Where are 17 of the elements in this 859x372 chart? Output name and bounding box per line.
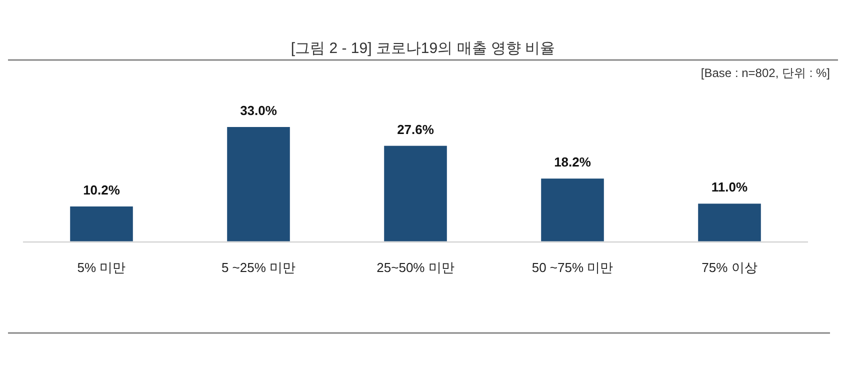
bar [384, 146, 447, 242]
x-tick-label: 75% 이상 [702, 260, 758, 275]
x-tick-label: 25~50% 미만 [376, 260, 454, 275]
x-tick-label: 5 ~25% 미만 [221, 260, 296, 275]
chart-title: [그림 2 - 19] 코로나19의 매출 영향 비율 [290, 40, 556, 57]
bar [227, 127, 290, 242]
chart-subtitle: [Base : n=802, 단위 : %] [700, 66, 830, 80]
data-label: 11.0% [711, 180, 748, 195]
bar [541, 178, 604, 242]
data-label: 33.0% [240, 103, 278, 118]
data-label: 27.6% [397, 122, 434, 137]
data-label: 18.2% [554, 154, 592, 170]
data-label: 10.2% [83, 182, 120, 198]
bar [698, 204, 761, 242]
x-tick-label: 50 ~75% 미만 [532, 260, 614, 275]
x-tick-label: 5% 미만 [77, 260, 126, 275]
bar [70, 206, 133, 242]
